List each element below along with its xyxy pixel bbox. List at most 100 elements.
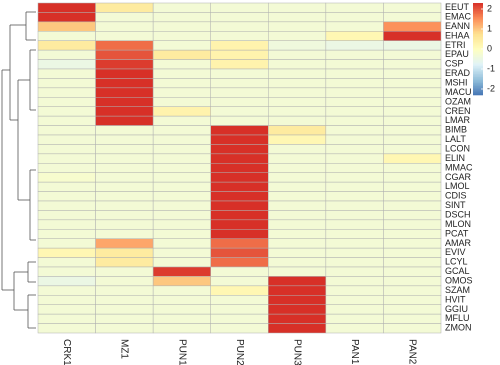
heatmap-cell — [325, 78, 384, 89]
heatmap-cell — [268, 191, 327, 202]
heatmap-cell — [268, 68, 327, 79]
heatmap-cell — [95, 2, 154, 13]
colorbar-segment — [473, 35, 483, 38]
row-label: LCYL — [445, 257, 468, 267]
colorbar-segment — [473, 16, 483, 19]
row-label: GGIU — [445, 304, 468, 314]
colorbar-tick-label: -2 — [487, 83, 495, 93]
heatmap-cell — [152, 78, 211, 89]
heatmap-cell — [325, 163, 384, 173]
colorbar-segment — [473, 72, 483, 74]
heatmap-cell — [95, 12, 154, 23]
heatmap-cell — [37, 87, 96, 98]
heatmap-cell — [37, 181, 96, 192]
heatmap-cell — [383, 134, 442, 145]
heatmap-cell — [325, 31, 384, 41]
heatmap-cell — [152, 106, 211, 117]
heatmap-cell — [95, 238, 154, 249]
row-label: OZAM — [445, 96, 471, 106]
heatmap-cell — [325, 210, 384, 221]
heatmap-cell — [95, 285, 154, 296]
heatmap-cell — [37, 313, 96, 324]
colorbar-segment — [473, 33, 483, 36]
heatmap-cell — [152, 125, 211, 136]
heatmap-cell — [383, 323, 442, 334]
colorbar-segment — [473, 58, 483, 61]
heatmap-cell — [383, 304, 442, 315]
heatmap-cell — [325, 295, 384, 305]
heatmap-cell — [210, 49, 269, 60]
heatmap-cell — [210, 134, 269, 145]
colorbar-segment — [473, 15, 483, 18]
row-label: EEUT — [445, 2, 470, 12]
heatmap-cell — [383, 229, 442, 239]
heatmap-cell — [268, 210, 327, 221]
heatmap-cell — [383, 181, 442, 192]
heatmap-cell — [383, 313, 442, 324]
colorbar-segment — [473, 64, 483, 67]
heatmap-cell — [210, 304, 269, 315]
heatmap-cell — [152, 313, 211, 324]
colorbar-segment — [473, 7, 483, 10]
colorbar-segment — [473, 3, 483, 5]
heatmap-cell — [268, 106, 327, 117]
heatmap-cell — [325, 68, 384, 79]
colorbar-segment — [473, 30, 483, 33]
colorbar-segment — [473, 39, 483, 42]
heatmap-cell — [37, 172, 96, 183]
colorbar-segment — [473, 38, 483, 41]
heatmap-cell — [325, 200, 384, 211]
heatmap-cell — [37, 12, 96, 23]
colorbar-segment — [473, 55, 483, 57]
colorbar-segment — [473, 52, 483, 54]
heatmap-cell — [37, 2, 96, 13]
heatmap-cell — [152, 87, 211, 98]
heatmap-cell — [325, 49, 384, 60]
heatmap-cell — [383, 163, 442, 173]
heatmap-cell — [210, 144, 269, 155]
heatmap-cell — [210, 87, 269, 98]
column-label: PAN1 — [349, 339, 360, 365]
heatmap-cell — [325, 313, 384, 324]
heatmap-cell — [383, 191, 442, 202]
heatmap-cell — [325, 238, 384, 249]
colorbar-segment — [473, 10, 483, 13]
row-label: EPAU — [445, 49, 469, 59]
column-label: PUN1 — [176, 339, 187, 365]
heatmap-cell — [210, 285, 269, 296]
column-label: PAN2 — [407, 339, 418, 365]
heatmap-cell — [95, 125, 154, 136]
heatmap-cell — [152, 295, 211, 305]
row-label: LALT — [445, 134, 466, 144]
colorbar-segment — [473, 75, 483, 77]
colorbar-segment — [473, 12, 483, 15]
heatmap-cell — [95, 115, 154, 126]
colorbar-segment — [473, 59, 483, 62]
colorbar-segment — [473, 53, 483, 56]
heatmap-cell — [152, 323, 211, 334]
heatmap-cell — [383, 276, 442, 287]
heatmap-cell — [210, 40, 269, 51]
heatmap-cell — [268, 229, 327, 239]
heatmap-cell — [383, 238, 442, 249]
heatmap-cell — [95, 40, 154, 51]
row-label: MACU — [445, 87, 472, 97]
colorbar-segment — [473, 36, 483, 39]
heatmap-cell — [383, 40, 442, 51]
heatmap-cell — [268, 313, 327, 324]
row-label: EVIV — [445, 247, 466, 257]
colorbar-segment — [473, 93, 483, 96]
heatmap-cell — [325, 153, 384, 164]
heatmap-cell — [383, 87, 442, 98]
colorbar-segment — [473, 47, 483, 50]
heatmap-cell — [325, 134, 384, 145]
heatmap-cell — [152, 200, 211, 211]
heatmap-cell — [268, 78, 327, 89]
row-label: CDIS — [445, 191, 467, 201]
heatmap-cell — [268, 257, 327, 268]
heatmap-cell — [210, 125, 269, 136]
heatmap-cell — [37, 68, 96, 79]
heatmap-cell — [37, 200, 96, 211]
heatmap-cell — [325, 219, 384, 230]
heatmap-cell — [383, 210, 442, 221]
